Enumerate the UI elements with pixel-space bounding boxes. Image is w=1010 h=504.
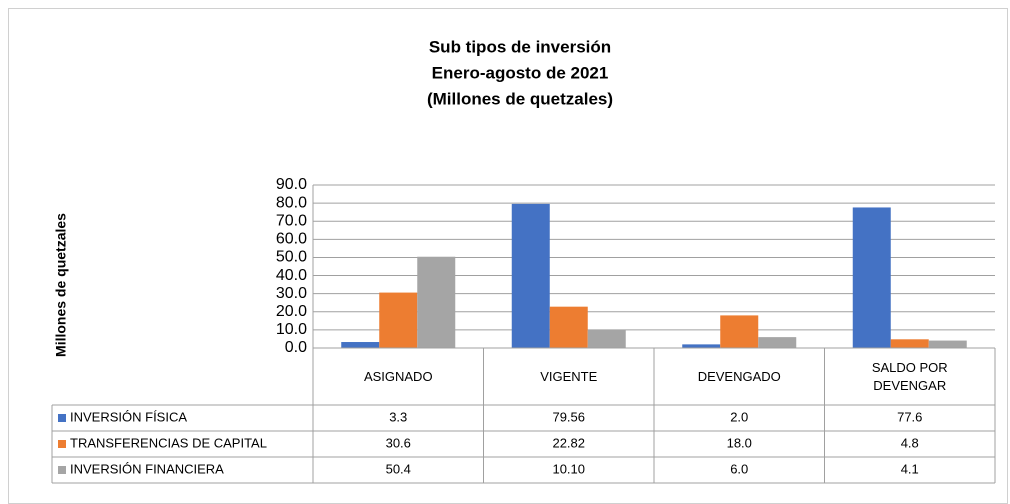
table-value: 4.8: [901, 435, 919, 450]
x-tick-label: ASIGNADO: [363, 368, 433, 384]
table-value: 79.56: [552, 409, 585, 424]
bar: [379, 292, 418, 348]
bar: [758, 337, 797, 348]
category-cell: VIGENTE: [484, 348, 655, 405]
y-tick-label: 70.0: [276, 212, 307, 229]
table-value: 3.3: [389, 409, 407, 424]
table-value: 30.6: [386, 435, 411, 450]
table-value: 2.0: [730, 409, 748, 424]
legend-label: INVERSIÓN FINANCIERA: [70, 461, 224, 476]
table-value: 18.0: [727, 435, 752, 450]
table-value: 77.6: [897, 409, 922, 424]
y-tick-label: 30.0: [276, 285, 307, 302]
category-cell-box: ASIGNADO: [313, 348, 484, 405]
legend-key: [58, 414, 66, 422]
y-tick-label: 40.0: [276, 267, 307, 284]
legend-key: [58, 440, 66, 448]
y-tick-label: 50.0: [276, 249, 307, 266]
chart-subtitle: Enero-agosto de 2021: [432, 63, 609, 82]
bar: [511, 203, 550, 348]
bar: [890, 339, 929, 348]
bar: [682, 344, 721, 348]
y-tick-label: 0.0: [285, 339, 307, 356]
y-tick-label: 20.0: [276, 303, 307, 320]
table-value: 22.82: [552, 435, 585, 450]
legend-label: TRANSFERENCIAS DE CAPITAL: [70, 435, 267, 450]
y-tick-label: 10.0: [276, 321, 307, 338]
y-axis-label: Millones de quetzales: [53, 213, 69, 357]
category-cell: SALDO POR DEVENGAR: [825, 348, 996, 405]
y-tick-label: 90.0: [276, 176, 307, 193]
x-tick-label: VIGENTE: [540, 368, 598, 384]
category-cell-box: DEVENGADO: [654, 348, 825, 405]
y-tick-label: 80.0: [276, 194, 307, 211]
y-tick-label: 60.0: [276, 231, 307, 248]
x-tick-label: SALDO POR DEVENGAR: [871, 359, 948, 393]
bar: [852, 207, 891, 348]
legend-key: [58, 466, 66, 474]
table-value: 50.4: [386, 461, 411, 476]
table-value: 4.1: [901, 461, 919, 476]
bar: [720, 315, 759, 348]
bar: [587, 329, 626, 348]
x-tick-label: DEVENGADO: [697, 368, 781, 384]
table-value: 10.10: [552, 461, 585, 476]
category-cell-box: SALDO POR DEVENGAR: [825, 348, 996, 405]
chart-unit: (Millones de quetzales): [427, 89, 613, 108]
bar: [928, 340, 967, 348]
legend-label: INVERSIÓN FÍSICA: [70, 409, 187, 424]
category-cell-box: VIGENTE: [484, 348, 655, 405]
bar: [549, 306, 588, 348]
chart-title: Sub tipos de inversión: [429, 37, 611, 56]
category-cell: ASIGNADO: [313, 348, 484, 405]
category-cell: DEVENGADO: [654, 348, 825, 405]
table-value: 6.0: [730, 461, 748, 476]
bar: [417, 256, 456, 348]
chart-border: [8, 8, 1008, 504]
bar: [341, 342, 380, 348]
